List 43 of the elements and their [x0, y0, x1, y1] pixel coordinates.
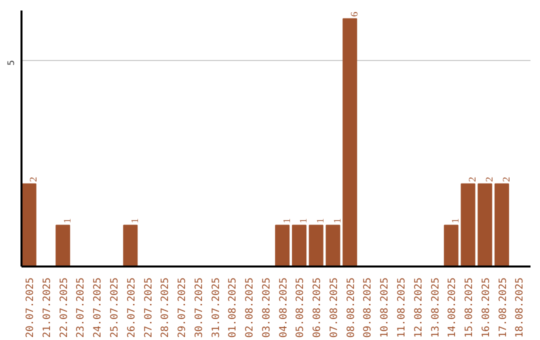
- data-label: 1: [450, 218, 462, 224]
- x-tick-label: 05.08.2025: [295, 277, 306, 338]
- data-label: 2: [28, 176, 40, 182]
- data-label: 2: [468, 176, 479, 182]
- x-tick-label: 15.08.2025: [464, 277, 476, 338]
- x-tick-label: 22.07.2025: [58, 277, 70, 338]
- x-tick-label: 16.08.2025: [480, 277, 492, 338]
- data-label: 1: [130, 218, 141, 224]
- x-tick-label: 10.08.2025: [380, 277, 391, 338]
- data-label: 1: [298, 218, 310, 224]
- x-tick-label: 14.08.2025: [447, 277, 458, 338]
- x-tick-label: 26.07.2025: [126, 277, 138, 338]
- x-tick-label: 18.08.2025: [514, 277, 526, 338]
- data-label: 1: [62, 218, 74, 224]
- data-label: 2: [484, 176, 496, 182]
- x-tick-label: 06.08.2025: [312, 277, 324, 338]
- data-label: 1: [332, 218, 344, 224]
- x-tick-label: 24.07.2025: [92, 277, 104, 338]
- x-tick-label: 12.08.2025: [413, 277, 424, 338]
- x-tick-label: 07.08.2025: [328, 277, 340, 338]
- x-tick-label: 25.07.2025: [110, 277, 121, 338]
- x-tick-label: 20.07.2025: [25, 277, 36, 338]
- x-tick-label: 09.08.2025: [362, 277, 374, 338]
- data-label: 2: [501, 176, 512, 182]
- data-label: 6: [349, 12, 360, 17]
- x-tick-label: 28.07.2025: [160, 277, 172, 338]
- y-tick-label: 5: [7, 60, 17, 66]
- x-tick-label: 13.08.2025: [430, 277, 442, 338]
- x-tick-label: 08.08.2025: [346, 277, 357, 338]
- x-tick-label: 31.07.2025: [210, 277, 222, 338]
- x-tick-label: 30.07.2025: [194, 277, 205, 338]
- data-label: 1: [282, 218, 293, 224]
- x-tick-label: 02.08.2025: [244, 277, 256, 338]
- x-tick-label: 27.07.2025: [143, 277, 154, 338]
- x-tick-label: 21.07.2025: [42, 277, 53, 338]
- x-tick-label: 29.07.2025: [177, 277, 188, 338]
- x-tick-label: 01.08.2025: [228, 277, 239, 338]
- x-tick-label: 03.08.2025: [261, 277, 272, 338]
- data-label: 1: [316, 218, 327, 224]
- x-tick-label: 04.08.2025: [278, 277, 290, 338]
- x-tick-label: 11.08.2025: [396, 277, 408, 338]
- x-tick-label: 23.07.2025: [76, 277, 87, 338]
- x-tick-label: 17.08.2025: [498, 277, 509, 338]
